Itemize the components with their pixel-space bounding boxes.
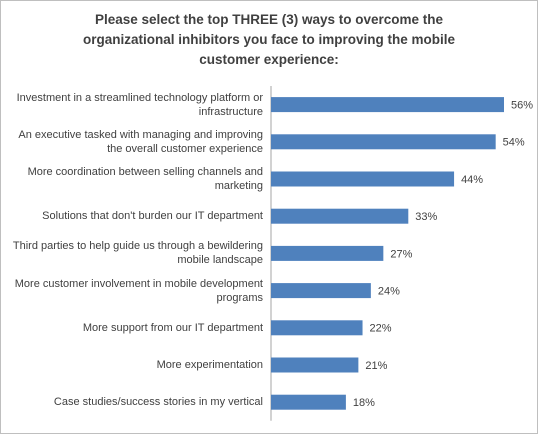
category-label: Third parties to help guide us through a… — [12, 240, 263, 267]
bar — [271, 245, 384, 261]
value-label: 27% — [390, 248, 412, 260]
bar — [271, 97, 504, 113]
chart-title: Please select the top THREE (3) ways to … — [82, 12, 456, 67]
category-label: An executive tasked with managing and im… — [18, 128, 263, 155]
value-label: 56% — [511, 100, 533, 112]
bar — [271, 208, 409, 224]
bar — [271, 134, 496, 150]
category-label: More experimentation — [156, 359, 263, 371]
value-label: 22% — [370, 323, 392, 335]
bar — [271, 320, 363, 336]
bar — [271, 357, 359, 373]
category-label: More coordination between selling channe… — [27, 166, 263, 192]
value-label: 21% — [365, 360, 387, 372]
bar — [271, 171, 455, 187]
value-label: 44% — [461, 174, 483, 186]
category-label: More support from our IT department — [82, 321, 263, 334]
value-label: 18% — [353, 397, 375, 409]
category-label: Investment in a streamlined technology p… — [16, 91, 263, 118]
category-label: Case studies/success stories in my verti… — [53, 396, 263, 409]
category-label: Solutions that don't burden our IT depar… — [42, 210, 263, 223]
category-label: More customer involvement in mobile deve… — [14, 277, 263, 304]
value-label: 33% — [415, 211, 437, 223]
value-label: 24% — [378, 286, 400, 298]
value-label: 54% — [503, 137, 525, 149]
bar — [271, 283, 371, 299]
bar — [271, 394, 346, 410]
